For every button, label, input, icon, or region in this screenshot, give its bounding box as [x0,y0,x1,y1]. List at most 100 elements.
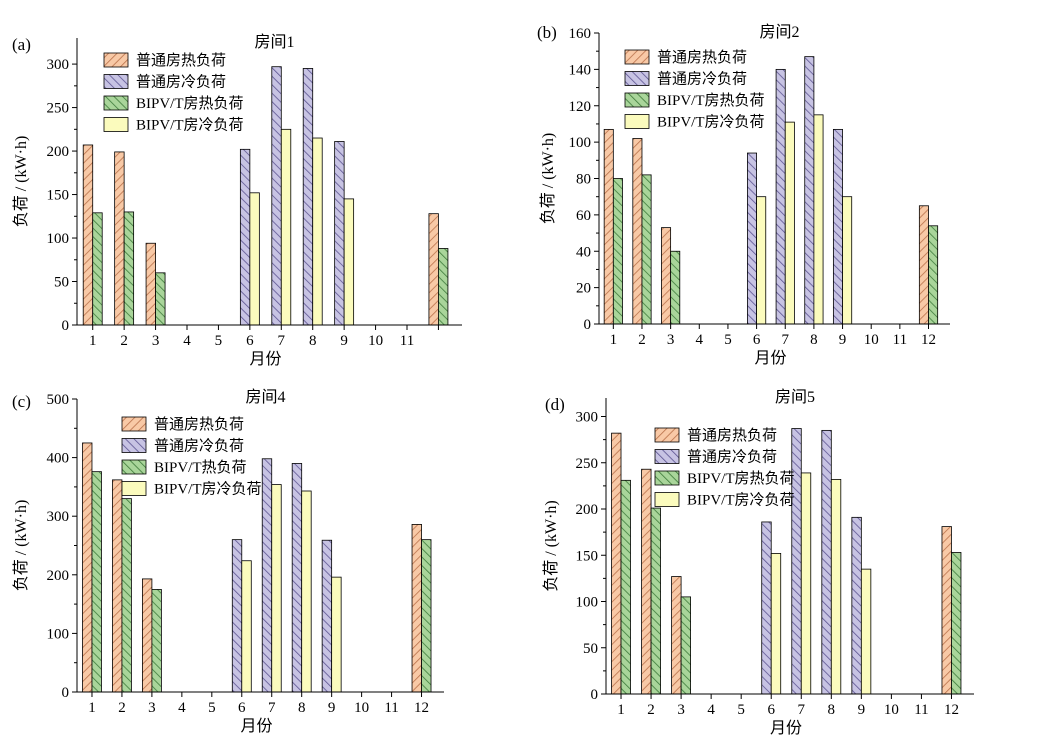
legend-swatch-cool_bipv [103,117,129,132]
bar-cool_normal-8 [302,68,314,326]
legend-swatch-cool_bipv [654,492,680,507]
legend-swatch-heat_bipv [654,470,680,486]
bar-cool_normal-6 [761,521,772,695]
x-tick-label: 7 [781,332,789,348]
x-tick-label: 8 [309,333,317,349]
bar-heat_bipv-2 [121,498,132,693]
x-tick-label: 11 [384,700,398,716]
y-tick-label: 400 [47,451,70,467]
legend-swatch-cool_bipv [121,481,147,496]
bar-cool_bipv-8 [830,478,842,695]
bar-heat_bipv-1 [91,471,102,693]
x-tick-label: 8 [828,702,836,718]
y-tick-label: 200 [576,502,599,518]
bar-heat_normal-3 [145,242,156,326]
legend-label-cool_normal: 普通房冷负荷 [136,74,226,91]
y-tick-label: 100 [47,231,70,247]
legend-swatch-heat_normal [103,52,129,68]
bar-cool_normal-6 [747,152,757,325]
bar-heat_normal-12 [411,524,422,693]
legend-swatch-heat_normal [624,49,650,65]
x-tick-label: 11 [914,702,928,718]
x-tick-label: 3 [677,702,685,718]
bar-heat_normal-2 [641,468,652,695]
bar-heat_bipv-12 [421,539,432,693]
y-tick-label: 120 [569,99,592,115]
panel-tag: (c) [12,392,31,411]
x-tick-label: 2 [118,700,126,716]
x-tick-label: 8 [810,332,818,348]
legend-label-cool_bipv: BIPV/T房冷负荷 [687,492,795,509]
bar-cool_normal-9 [321,539,333,693]
y-tick-label: 300 [47,57,70,73]
bar-heat_normal-1 [82,144,94,326]
y-tick-label: 60 [576,208,591,224]
x-tick-label: 11 [893,332,907,348]
chart-title: 房间2 [759,23,799,41]
bar-heat_normal-12 [428,213,439,326]
y-tick-label: 0 [591,687,599,703]
y-tick-label: 250 [47,101,70,117]
legend-swatch-cool_bipv [624,114,650,129]
x-axis-label: 月份 [249,350,281,368]
bar-cool_normal-8 [821,429,832,695]
x-tick-label: 6 [753,332,761,348]
bar-cool_bipv-6 [770,553,782,695]
y-tick-label: 100 [47,626,70,642]
bar-cool_normal-6 [239,148,251,326]
bar-heat_normal-1 [611,432,622,695]
y-tick-label: 200 [47,144,70,160]
x-tick-label: 3 [148,700,156,716]
bar-cool_bipv-7 [800,472,812,695]
bar-heat_bipv-1 [620,479,631,695]
bar-cool_bipv-9 [842,196,853,325]
bar-cool_bipv-7 [280,128,292,326]
y-axis-label: 负荷 / (kW·h) [12,136,30,228]
x-axis-label: 月份 [754,349,786,367]
chart-panel-1: 0 50 100 150 200 250 300 1 2 3 4 5 6 7 8 9 10 11 月份 负荷 / (k… [12,33,462,368]
y-tick-label: 0 [62,685,70,701]
x-tick-label: 10 [354,700,369,716]
legend-swatch-heat_bipv [103,95,129,111]
x-tick-label: 2 [638,332,646,348]
bar-cool_normal-8 [804,56,815,325]
x-tick-label: 9 [340,333,348,349]
legend-swatch-heat_bipv [624,92,650,108]
bar-heat_normal-1 [603,128,614,325]
bar-heat_bipv-12 [438,248,449,326]
y-tick-label: 20 [576,281,591,297]
y-tick-label: 150 [576,548,599,564]
bar-cool_normal-7 [791,428,802,695]
bar-cool_normal-7 [775,68,786,325]
x-tick-label: 4 [183,333,191,349]
bar-heat_bipv-3 [680,596,691,695]
x-tick-label: 12 [944,702,959,718]
legend-swatch-heat_normal [654,427,680,443]
chart-title: 房间1 [254,33,294,51]
bar-cool_bipv-9 [331,576,342,693]
legend-swatch-cool_normal [654,449,680,464]
bar-cool_bipv-9 [343,198,355,326]
y-axis-label: 负荷 / (kW·h) [12,500,30,592]
bar-heat_normal-12 [941,526,952,695]
y-axis-label: 负荷 / (kW·h) [539,133,557,225]
x-tick-label: 7 [798,702,806,718]
x-tick-label: 2 [647,702,655,718]
bar-cool_bipv-8 [312,137,323,326]
bar-heat_normal-3 [141,578,153,693]
legend-label-heat_bipv: BIPV/T热负荷 [154,459,247,476]
bar-cool_normal-7 [261,458,273,693]
y-tick-label: 160 [569,26,592,42]
bar-heat_bipv-3 [151,589,162,693]
y-tick-label: 0 [62,318,70,334]
legend-label-heat_normal: 普通房热负荷 [136,52,226,69]
bar-cool_bipv-6 [756,196,767,325]
bar-heat_bipv-1 [612,178,623,325]
bar-heat_normal-2 [114,151,125,326]
x-tick-label: 10 [884,702,899,718]
x-tick-label: 1 [610,332,618,348]
x-tick-label: 7 [278,333,286,349]
